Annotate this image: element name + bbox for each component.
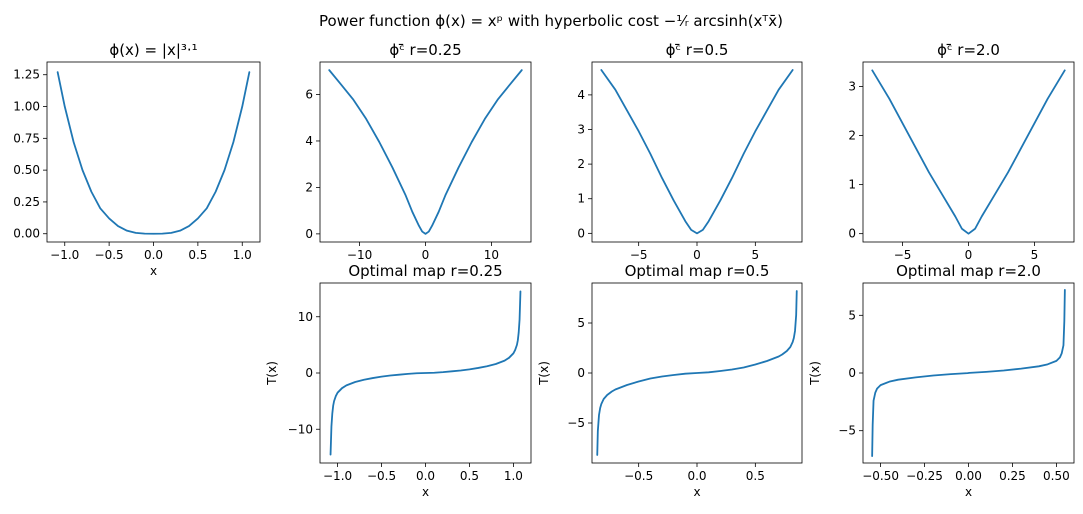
x-tick-label: 0.0 <box>687 469 706 483</box>
x-tick-label: 0 <box>693 248 701 262</box>
y-axis-label: T(x) <box>265 361 279 386</box>
x-tick-label: −1.0 <box>50 248 79 262</box>
axes-frame <box>591 61 803 243</box>
x-tick-label: −0.5 <box>624 469 653 483</box>
y-tick-label: 0 <box>577 226 585 240</box>
x-tick-label: −0.25 <box>906 469 943 483</box>
y-tick-label: −5 <box>567 416 585 430</box>
y-tick-label: 10 <box>298 310 313 324</box>
subplot-2: −5 0 5 0 1 2 3 4 ϕᶜ̄ r=0.5 <box>577 41 803 262</box>
y-tick-label: 0.75 <box>13 131 40 145</box>
x-tick-label: 0.5 <box>460 469 479 483</box>
y-tick-label: 1.00 <box>13 100 40 114</box>
y-tick-label: 2 <box>577 157 585 171</box>
x-tick-label: 0.5 <box>188 248 207 262</box>
x-tick-label: 5 <box>752 248 760 262</box>
series-line-0 <box>871 289 1066 457</box>
y-tick-label: 1 <box>848 178 856 192</box>
series-line-0 <box>329 290 522 456</box>
x-tick-label: 0 <box>422 248 430 262</box>
x-tick-label: 0.0 <box>416 469 435 483</box>
x-tick-label: 0.5 <box>746 469 765 483</box>
y-tick-label: 3 <box>848 80 856 94</box>
x-tick-label: −0.5 <box>95 248 124 262</box>
y-tick-label: 3 <box>577 123 585 137</box>
x-tick-label: −5 <box>630 248 648 262</box>
subplot-title: Optimal map r=2.0 <box>896 262 1041 280</box>
subplot-title: ϕᶜ̄ r=2.0 <box>937 41 1000 59</box>
x-tick-label: −1.0 <box>323 469 352 483</box>
y-tick-label: 0 <box>305 366 313 380</box>
x-tick-label: 0.0 <box>144 248 163 262</box>
subplot-title: ϕᶜ̄ r=0.5 <box>666 41 729 59</box>
x-tick-label: 5 <box>1031 248 1039 262</box>
subplot-3: −5 0 5 0 1 2 3 ϕᶜ̄ r=2.0 <box>848 41 1075 262</box>
y-tick-label: 4 <box>577 88 585 102</box>
subplot-title: ϕᶜ̄ r=0.25 <box>389 41 461 59</box>
x-tick-label: −5 <box>894 248 912 262</box>
y-axis-label: T(x) <box>537 361 551 386</box>
series-line-0 <box>871 69 1066 235</box>
subplot-title: ϕ(x) = |x|³·¹ <box>109 41 197 59</box>
y-tick-label: −10 <box>288 422 313 436</box>
x-axis-label: x <box>965 485 972 499</box>
y-tick-label: −5 <box>838 424 856 438</box>
x-axis-label: x <box>150 264 157 278</box>
panels: −1.0 −0.5 0.0 0.5 1.00.000.250.500.751.001.2… <box>13 41 1075 499</box>
y-axis-label: T(x) <box>808 361 822 386</box>
y-tick-label: 0 <box>577 366 585 380</box>
subplot-5: −1.0 −0.5 0.0 0.5 1.0 −10 0 10 Optimal map r=0.2… <box>265 262 532 499</box>
x-tick-label: −10 <box>347 248 372 262</box>
x-axis-label: x <box>422 485 429 499</box>
x-tick-label: 0.50 <box>1043 469 1070 483</box>
subplot-0: −1.0 −0.5 0.0 0.5 1.0 0.00 0.25 0.50 0.75 1.00 1.2… <box>13 41 261 278</box>
y-tick-label: 0.00 <box>13 227 40 241</box>
x-tick-label: 1.0 <box>504 469 523 483</box>
x-tick-label: 10 <box>484 248 499 262</box>
subplot-6: −0.5 0.0 0.5 −5 0 5 Optimal map r=0.5 x T(x) <box>537 262 803 499</box>
y-tick-label: 4 <box>305 134 313 148</box>
y-tick-label: 5 <box>577 316 585 330</box>
subplot-title: Optimal map r=0.25 <box>348 262 502 280</box>
x-axis-label: x <box>693 485 700 499</box>
y-tick-label: 0.25 <box>13 195 40 209</box>
axes-frame <box>46 61 261 243</box>
y-tick-label: 1.25 <box>13 68 40 82</box>
y-tick-label: 0 <box>848 227 856 241</box>
subplot-1: −10 0 10 0 2 4 6 ϕᶜ̄ r=0.25 <box>305 41 532 262</box>
figure-suptitle: Power function ϕ(x) = xᵖ with hyperbolic… <box>319 12 783 30</box>
series-line-0 <box>328 69 523 235</box>
axes-frame <box>862 61 1075 243</box>
y-tick-label: 0 <box>305 227 313 241</box>
subplot-title: Optimal map r=0.5 <box>625 262 770 280</box>
axes-frame <box>319 61 532 243</box>
subplot-7: −0.50 −0.25 0.00 0.25 0.50 −5 0 5 Optimal map r=… <box>808 262 1075 499</box>
y-tick-label: 0.50 <box>13 163 40 177</box>
x-tick-label: 0.00 <box>955 469 982 483</box>
x-tick-label: 0 <box>965 248 973 262</box>
x-tick-label: −0.5 <box>367 469 396 483</box>
y-tick-label: 5 <box>848 308 856 322</box>
series-line-0 <box>56 71 251 235</box>
y-tick-label: 2 <box>848 129 856 143</box>
y-tick-label: 1 <box>577 192 585 206</box>
y-tick-label: 6 <box>305 88 313 102</box>
y-tick-label: 0 <box>848 366 856 380</box>
x-tick-label: 1.0 <box>233 248 252 262</box>
series-line-0 <box>600 69 794 235</box>
x-tick-label: 0.25 <box>999 469 1026 483</box>
y-tick-label: 2 <box>305 180 313 194</box>
x-tick-label: −0.50 <box>862 469 899 483</box>
series-line-0 <box>596 290 798 456</box>
